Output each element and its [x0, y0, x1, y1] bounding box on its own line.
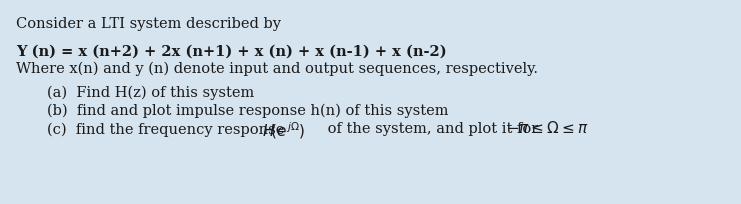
Text: (c)  find the frequency response: (c) find the frequency response [47, 122, 289, 137]
Text: Where x(n) and y (n) denote input and output sequences, respectively.: Where x(n) and y (n) denote input and ou… [16, 62, 538, 76]
Text: (a)  Find H(z) of this system: (a) Find H(z) of this system [47, 85, 254, 100]
Text: Consider a LTI system described by: Consider a LTI system described by [16, 17, 281, 31]
Text: (b)  find and plot impulse response h(n) of this system: (b) find and plot impulse response h(n) … [47, 104, 449, 118]
Text: $H\!\left(e^{j\Omega}\right)$: $H\!\left(e^{j\Omega}\right)$ [262, 120, 305, 141]
Text: of the system, and plot it for: of the system, and plot it for [323, 122, 542, 136]
Text: $-\pi \leq \Omega \leq \pi$: $-\pi \leq \Omega \leq \pi$ [506, 120, 588, 136]
Text: Y (n) = x (n+2) + 2x (n+1) + x (n) + x (n-1) + x (n-2): Y (n) = x (n+2) + 2x (n+1) + x (n) + x (… [16, 45, 446, 59]
